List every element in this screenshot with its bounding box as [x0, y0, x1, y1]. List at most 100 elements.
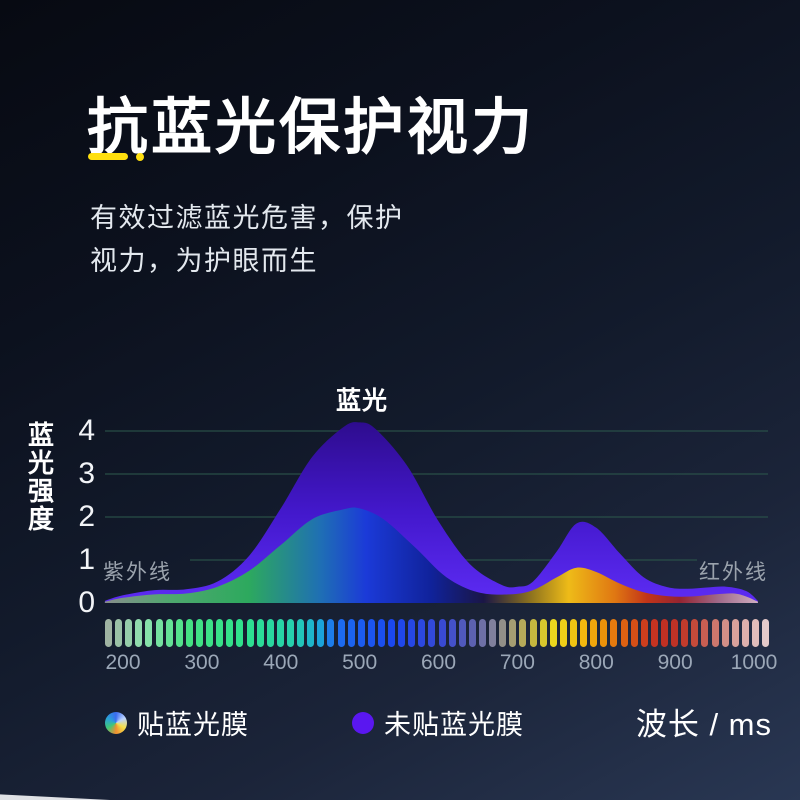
- spectrum-capsule: [307, 619, 315, 647]
- color-wheel-icon: [105, 711, 127, 734]
- y-axis-label-char: 度: [28, 504, 55, 534]
- spectrum-capsule: [721, 619, 729, 647]
- spectrum-capsule: [539, 619, 547, 647]
- spectrum-capsule: [297, 619, 304, 647]
- legend-label-unfiltered: 未贴蓝光膜: [384, 710, 524, 740]
- spectrum-capsule: [489, 619, 497, 647]
- spectrum-capsule: [509, 619, 517, 647]
- spectrum-capsule: [256, 619, 264, 647]
- x-tick-500: 500: [342, 651, 378, 674]
- x-tick-600: 600: [420, 651, 457, 674]
- legend-item-filtered: 贴蓝光膜: [105, 703, 249, 742]
- x-tick-200: 200: [105, 651, 141, 674]
- x-axis-title: 波长 / ms: [635, 707, 772, 742]
- corner-sliver: [0, 794, 110, 800]
- spectrum-capsule: [418, 619, 426, 647]
- annotation-ultraviolet: 紫外线: [103, 561, 172, 584]
- spectrum-capsule: [438, 619, 446, 647]
- x-tick-300: 300: [184, 651, 220, 674]
- x-tick-1000: 1000: [730, 651, 778, 674]
- spectrum-capsule: [620, 619, 628, 647]
- spectrum-capsule: [468, 619, 476, 647]
- spectrum-capsule: [671, 619, 678, 647]
- legend-item-unfiltered: 未贴蓝光膜: [352, 703, 524, 742]
- spectrum-capsule: [660, 619, 668, 647]
- legend: 贴蓝光膜 未贴蓝光膜: [0, 703, 800, 743]
- spectrum-capsule: [145, 619, 153, 647]
- spectrum-capsule: [337, 619, 345, 647]
- y-tick-3: 3: [78, 457, 95, 490]
- gridline-y3: [105, 473, 768, 475]
- series-unfiltered-area: [104, 422, 758, 603]
- spectrum-capsule: [600, 619, 608, 647]
- spectrum-capsule: [519, 619, 527, 647]
- y-tick-1: 1: [78, 543, 95, 576]
- spectrum-capsule: [226, 619, 234, 647]
- spectrum-capsule: [135, 619, 143, 647]
- spectrum-capsule: [448, 619, 456, 647]
- y-axis-label-char: 强: [28, 476, 55, 506]
- spectrum-capsule: [185, 619, 193, 647]
- spectrum-capsule: [650, 619, 658, 647]
- spectrum-capsule: [347, 619, 355, 647]
- spectrum-capsule: [388, 619, 395, 647]
- spectrum-capsule: [711, 619, 719, 647]
- spectrum-capsule: [751, 619, 759, 647]
- gridline-y1: [190, 559, 697, 561]
- spectrum-capsule: [529, 619, 537, 647]
- annotation-blue-light: 蓝光: [335, 387, 388, 415]
- x-tick-700: 700: [499, 651, 535, 674]
- spectrum-capsule: [125, 619, 133, 647]
- spectrum-capsule: [630, 619, 638, 647]
- spectrum-capsule: [610, 619, 618, 647]
- spectrum-capsule: [681, 619, 689, 647]
- spectrum-capsule: [196, 619, 203, 647]
- spectrum-capsule: [640, 619, 648, 647]
- spectrum-capsule: [357, 619, 365, 647]
- spectrum-capsule: [165, 619, 173, 647]
- subtitle: 有效过滤蓝光危害，保护 视力，为护眼而生: [90, 197, 404, 283]
- y-axis-label-char: 蓝: [28, 420, 55, 450]
- annotation-infrared: 红外线: [699, 561, 768, 584]
- x-tick-400: 400: [263, 651, 299, 674]
- gridline-y2: [105, 516, 768, 518]
- accent-dot: [136, 153, 144, 161]
- spectrum-capsule: [276, 619, 284, 647]
- accent-dash: [88, 153, 128, 160]
- spectrum-capsule: [175, 619, 183, 647]
- spectrum-capsule: [206, 619, 214, 647]
- spectrum-capsule: [741, 619, 749, 647]
- spectrum-capsule: [105, 619, 112, 647]
- y-axis-label-char: 光: [28, 448, 55, 478]
- spectrum-capsule: [570, 619, 577, 647]
- spectrum-capsule: [559, 619, 567, 647]
- spectrum-capsule: [398, 619, 406, 647]
- y-tick-4: 4: [78, 414, 95, 447]
- spectrum-capsule: [327, 619, 335, 647]
- spectrum-capsule: [115, 619, 123, 647]
- spectrum-capsule: [286, 619, 294, 647]
- y-tick-2: 2: [78, 500, 95, 533]
- subtitle-line-1: 有效过滤蓝光危害，保护: [90, 203, 404, 233]
- purple-dot-icon: [352, 711, 374, 734]
- spectrum-capsule: [458, 619, 466, 647]
- spectrum-capsule: [590, 619, 598, 647]
- spectrum-capsule: [377, 619, 385, 647]
- spectrum-capsule: [731, 619, 739, 647]
- x-tick-800: 800: [578, 651, 614, 674]
- spectrum-capsule: [408, 619, 416, 647]
- series-filtered-area: [104, 507, 758, 603]
- spectrum-capsule: [549, 619, 557, 647]
- spectrum-capsule: [691, 619, 699, 647]
- spectrum-capsule: [479, 619, 486, 647]
- x-tick-900: 900: [657, 651, 693, 674]
- subtitle-line-2: 视力，为护眼而生: [90, 246, 318, 276]
- spectrum-capsule: [216, 619, 224, 647]
- spectrum-capsule: [317, 619, 325, 647]
- spectrum-capsule: [580, 619, 588, 647]
- legend-label-filtered: 贴蓝光膜: [137, 710, 249, 740]
- spectrum-capsule: [246, 619, 254, 647]
- spectrum-capsule: [367, 619, 375, 647]
- y-axis-label: 蓝光强度: [28, 421, 54, 533]
- spectrum-capsule: [701, 619, 709, 647]
